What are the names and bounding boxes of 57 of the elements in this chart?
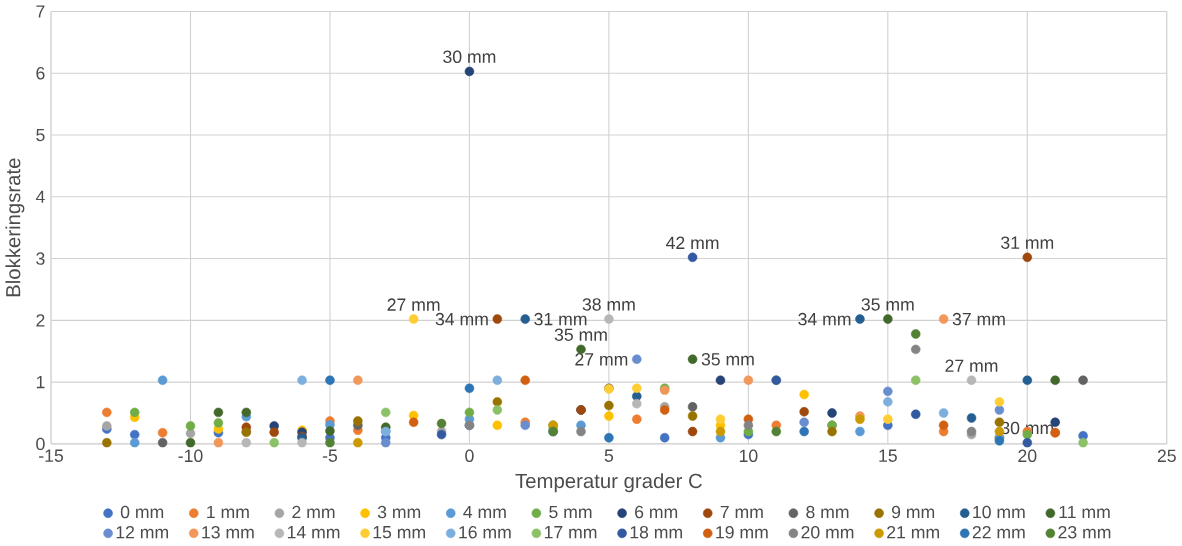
y-tick-label: 4 — [35, 190, 45, 203]
y-tick-label: 3 — [36, 252, 45, 265]
x-tick-label: 5 — [604, 449, 614, 462]
x-tick-label: 15 — [879, 449, 897, 462]
legend-label: 5 mm — [549, 505, 592, 519]
annotation: 35 mm — [861, 298, 914, 311]
legend-label: 19 mm — [716, 525, 768, 539]
annotation: 42 mm — [666, 236, 719, 249]
legend-label: 15 mm — [373, 525, 425, 539]
y-tick-label: 6 — [36, 66, 45, 80]
legend-label: 20 mm — [801, 525, 854, 539]
x-axis-title: Temperatur grader C — [515, 473, 702, 493]
legend-label: 2 mm — [292, 505, 335, 519]
legend-label: 6 mm — [635, 505, 678, 519]
y-tick-label: 2 — [36, 314, 45, 327]
legend-label: 22 mm — [972, 525, 1025, 539]
legend-label: 23 mm — [1058, 525, 1111, 539]
legend-label: 13 mm — [202, 525, 254, 539]
annotation: 27 mm — [575, 353, 628, 366]
y-tick-label: 0 — [36, 437, 45, 451]
legend-label: 9 mm — [891, 505, 935, 519]
legend-label: 3 mm — [377, 505, 421, 519]
legend-label: 1 mm — [207, 505, 249, 518]
legend-label: 17 mm — [544, 525, 597, 539]
y-axis-title: Blokkeringsrate — [5, 158, 25, 297]
legend-label: 4 mm — [463, 505, 506, 518]
annotation: 27 mm — [387, 298, 440, 311]
y-tick-label: 7 — [36, 5, 45, 18]
legend-label: 21 mm — [887, 525, 939, 539]
x-tick-label: -10 — [178, 449, 203, 462]
legend-label: 12 mm — [116, 525, 168, 539]
annotation: 37 mm — [952, 312, 1005, 326]
legend-label: 10 mm — [973, 505, 1025, 519]
legend-label: 18 mm — [630, 525, 682, 539]
legend-label: 11 mm — [1059, 505, 1110, 518]
annotation: 35 mm — [701, 352, 754, 366]
legend-label: 7 mm — [720, 505, 763, 518]
annotation: 34 mm — [798, 312, 851, 326]
x-tick-label: -5 — [322, 449, 338, 462]
annotation: 31 mm — [1001, 236, 1054, 249]
y-tick-label: 5 — [36, 128, 45, 142]
legend-label: 0 mm — [120, 505, 164, 519]
annotation: 34 mm — [435, 312, 488, 326]
legend-label: 14 mm — [287, 525, 340, 539]
annotation: 31 mm — [534, 312, 587, 326]
annotation: 38 mm — [582, 298, 635, 311]
y-tick-label: 1 — [36, 375, 45, 389]
x-tick-label: -15 — [39, 449, 64, 462]
legend-label: 16 mm — [459, 525, 511, 539]
x-tick-label: 20 — [1018, 449, 1037, 462]
x-tick-label: 25 — [1157, 449, 1176, 462]
annotation: 30 mm — [443, 50, 496, 63]
legend-label: 8 mm — [806, 505, 849, 519]
x-tick-label: 10 — [739, 449, 758, 462]
annotation: 35 mm — [554, 328, 607, 341]
annotation: 27 mm — [945, 359, 998, 372]
x-tick-label: 0 — [465, 449, 474, 462]
